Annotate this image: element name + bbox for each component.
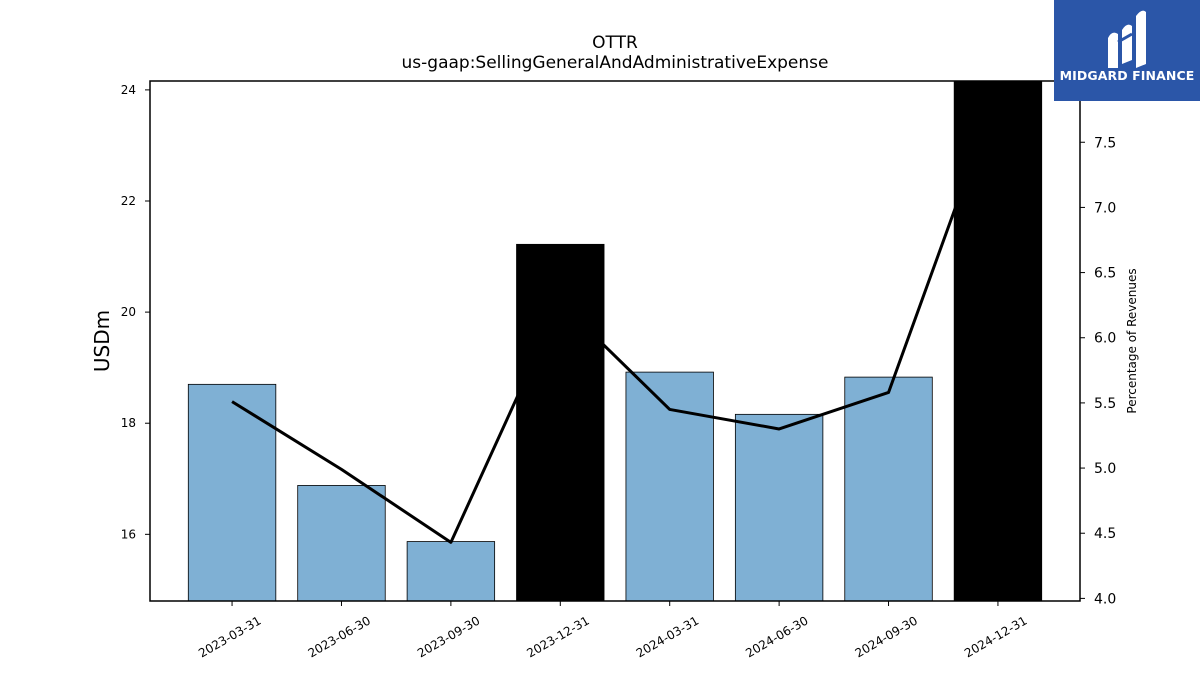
y-tick-label: 16	[121, 527, 136, 541]
line-path	[231, 89, 1000, 544]
bar	[187, 383, 277, 602]
y2-tick-label: 4.0	[1094, 591, 1116, 607]
y-tick-label: 24	[121, 83, 136, 97]
bar	[406, 541, 496, 602]
brand-logo-text: MIDGARD FINANCE	[1059, 68, 1195, 83]
x-tick-label: 2023-09-30	[415, 613, 482, 660]
y-tick-label: 22	[121, 194, 136, 208]
y2-tick-label: 7.5	[1094, 135, 1116, 151]
midgard-m-icon	[1108, 10, 1146, 69]
y2-tick-label: 5.5	[1094, 396, 1116, 412]
x-tick-label: 2024-12-31	[962, 613, 1029, 660]
bar	[953, 80, 1043, 602]
y2-tick-label: 7.0	[1094, 200, 1116, 216]
y2-tick-label: 6.0	[1094, 331, 1116, 347]
y-axis-right: 4.0 4.5 5.0 5.5 6.0 6.5 7.0 7.5	[1080, 135, 1116, 607]
x-tick-label: 2023-12-31	[524, 613, 591, 660]
brand-logo: MIDGARD FINANCE	[1054, 0, 1200, 101]
bar	[844, 376, 933, 602]
y2-tick-label: 4.5	[1094, 526, 1116, 542]
y-tick-label: 20	[121, 305, 136, 319]
x-tick-label: 2023-03-31	[196, 613, 263, 660]
y-tick-label: 18	[121, 416, 136, 430]
plot-frame	[149, 80, 1081, 602]
bar	[297, 485, 386, 602]
y-axis-label-left: USDm	[90, 310, 114, 372]
bar	[734, 413, 824, 602]
y2-tick-label: 6.5	[1094, 266, 1116, 282]
y-axis-label-right: Percentage of Revenues	[1125, 268, 1139, 413]
chart-title: OTTR	[592, 33, 638, 53]
bar	[625, 371, 714, 602]
x-tick-label: 2024-06-30	[743, 613, 810, 660]
bar	[516, 243, 605, 602]
x-axis: 2023-03-31 2023-06-30 2023-09-30 2023-12-31…	[196, 601, 1029, 660]
x-tick-label: 2023-06-30	[306, 613, 373, 660]
chart-subtitle: us-gaap:SellingGeneralAndAdministrativeE…	[402, 53, 829, 73]
x-tick-label: 2024-09-30	[853, 613, 920, 660]
y2-tick-label: 5.0	[1094, 461, 1116, 477]
bars	[187, 80, 1043, 602]
y-axis-left: 16 18 20 22 24	[121, 83, 150, 541]
x-tick-label: 2024-03-31	[634, 613, 701, 660]
percentage-line	[231, 89, 1000, 544]
